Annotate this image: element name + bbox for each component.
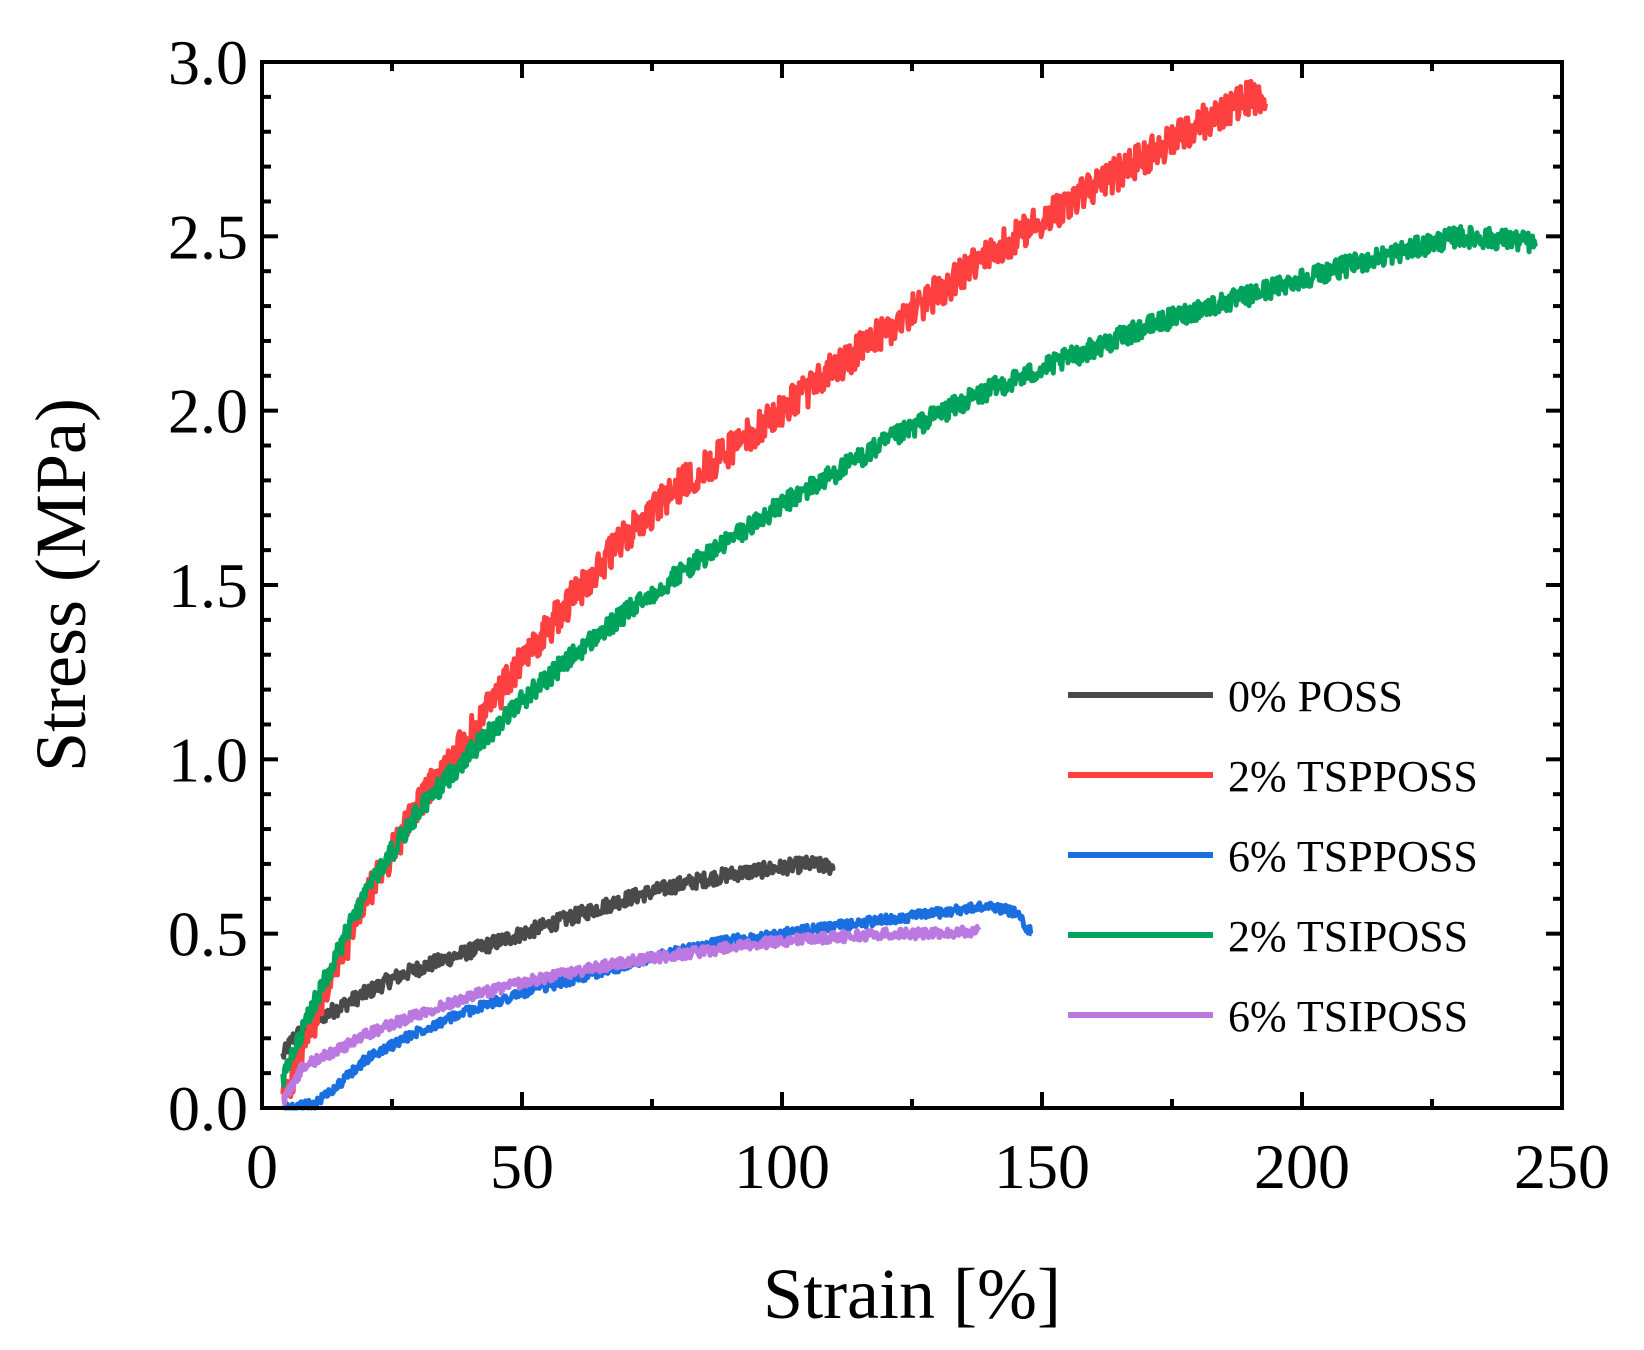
- series-layer: [280, 78, 1539, 1111]
- legend-label-2pct-tspposs: 2% TSPPOSS: [1228, 752, 1478, 801]
- y-tick-label: 0.5: [168, 899, 248, 970]
- y-tick-label: 3.0: [168, 27, 248, 98]
- y-axis-title: Stress (MPa): [21, 398, 101, 772]
- series-line-6pct-tsiposs: [281, 924, 982, 1106]
- series-line-0pct-poss: [280, 854, 836, 1060]
- x-tick-label: 150: [994, 1131, 1090, 1202]
- x-tick-label: 250: [1514, 1131, 1610, 1202]
- x-tick-label: 50: [490, 1131, 554, 1202]
- y-tick-label: 2.0: [168, 376, 248, 447]
- y-tick-label: 1.0: [168, 724, 248, 795]
- x-tick-label: 0: [246, 1131, 278, 1202]
- series-line-2pct-tspposs: [280, 78, 1269, 1106]
- y-tick-label: 1.5: [168, 550, 248, 621]
- legend-label-6pct-tsiposs: 6% TSIPOSS: [1228, 992, 1468, 1041]
- legend-label-2pct-tsiposs: 2% TSIPOSS: [1228, 912, 1468, 961]
- series-line-2pct-tsiposs: [280, 224, 1539, 1088]
- ticks-layer: [260, 60, 1564, 1110]
- legend: 0% POSS 2% TSPPOSS 6% TSPPOSS 2% TSIPOSS 6% …: [1068, 672, 1478, 1041]
- x-tick-label: 100: [734, 1131, 830, 1202]
- tick-labels: 0 50 100 150 200 250 0.0 0.5 1.0 1.5 2.0 2.5 3.0: [168, 27, 1610, 1202]
- x-tick-label: 200: [1254, 1131, 1350, 1202]
- x-axis-title: Strain [%]: [763, 1254, 1061, 1334]
- y-tick-label: 2.5: [168, 201, 248, 272]
- y-tick-label: 0.0: [168, 1073, 248, 1144]
- legend-label-0pct-poss: 0% POSS: [1228, 672, 1403, 721]
- legend-label-6pct-tspposs: 6% TSPPOSS: [1228, 832, 1478, 881]
